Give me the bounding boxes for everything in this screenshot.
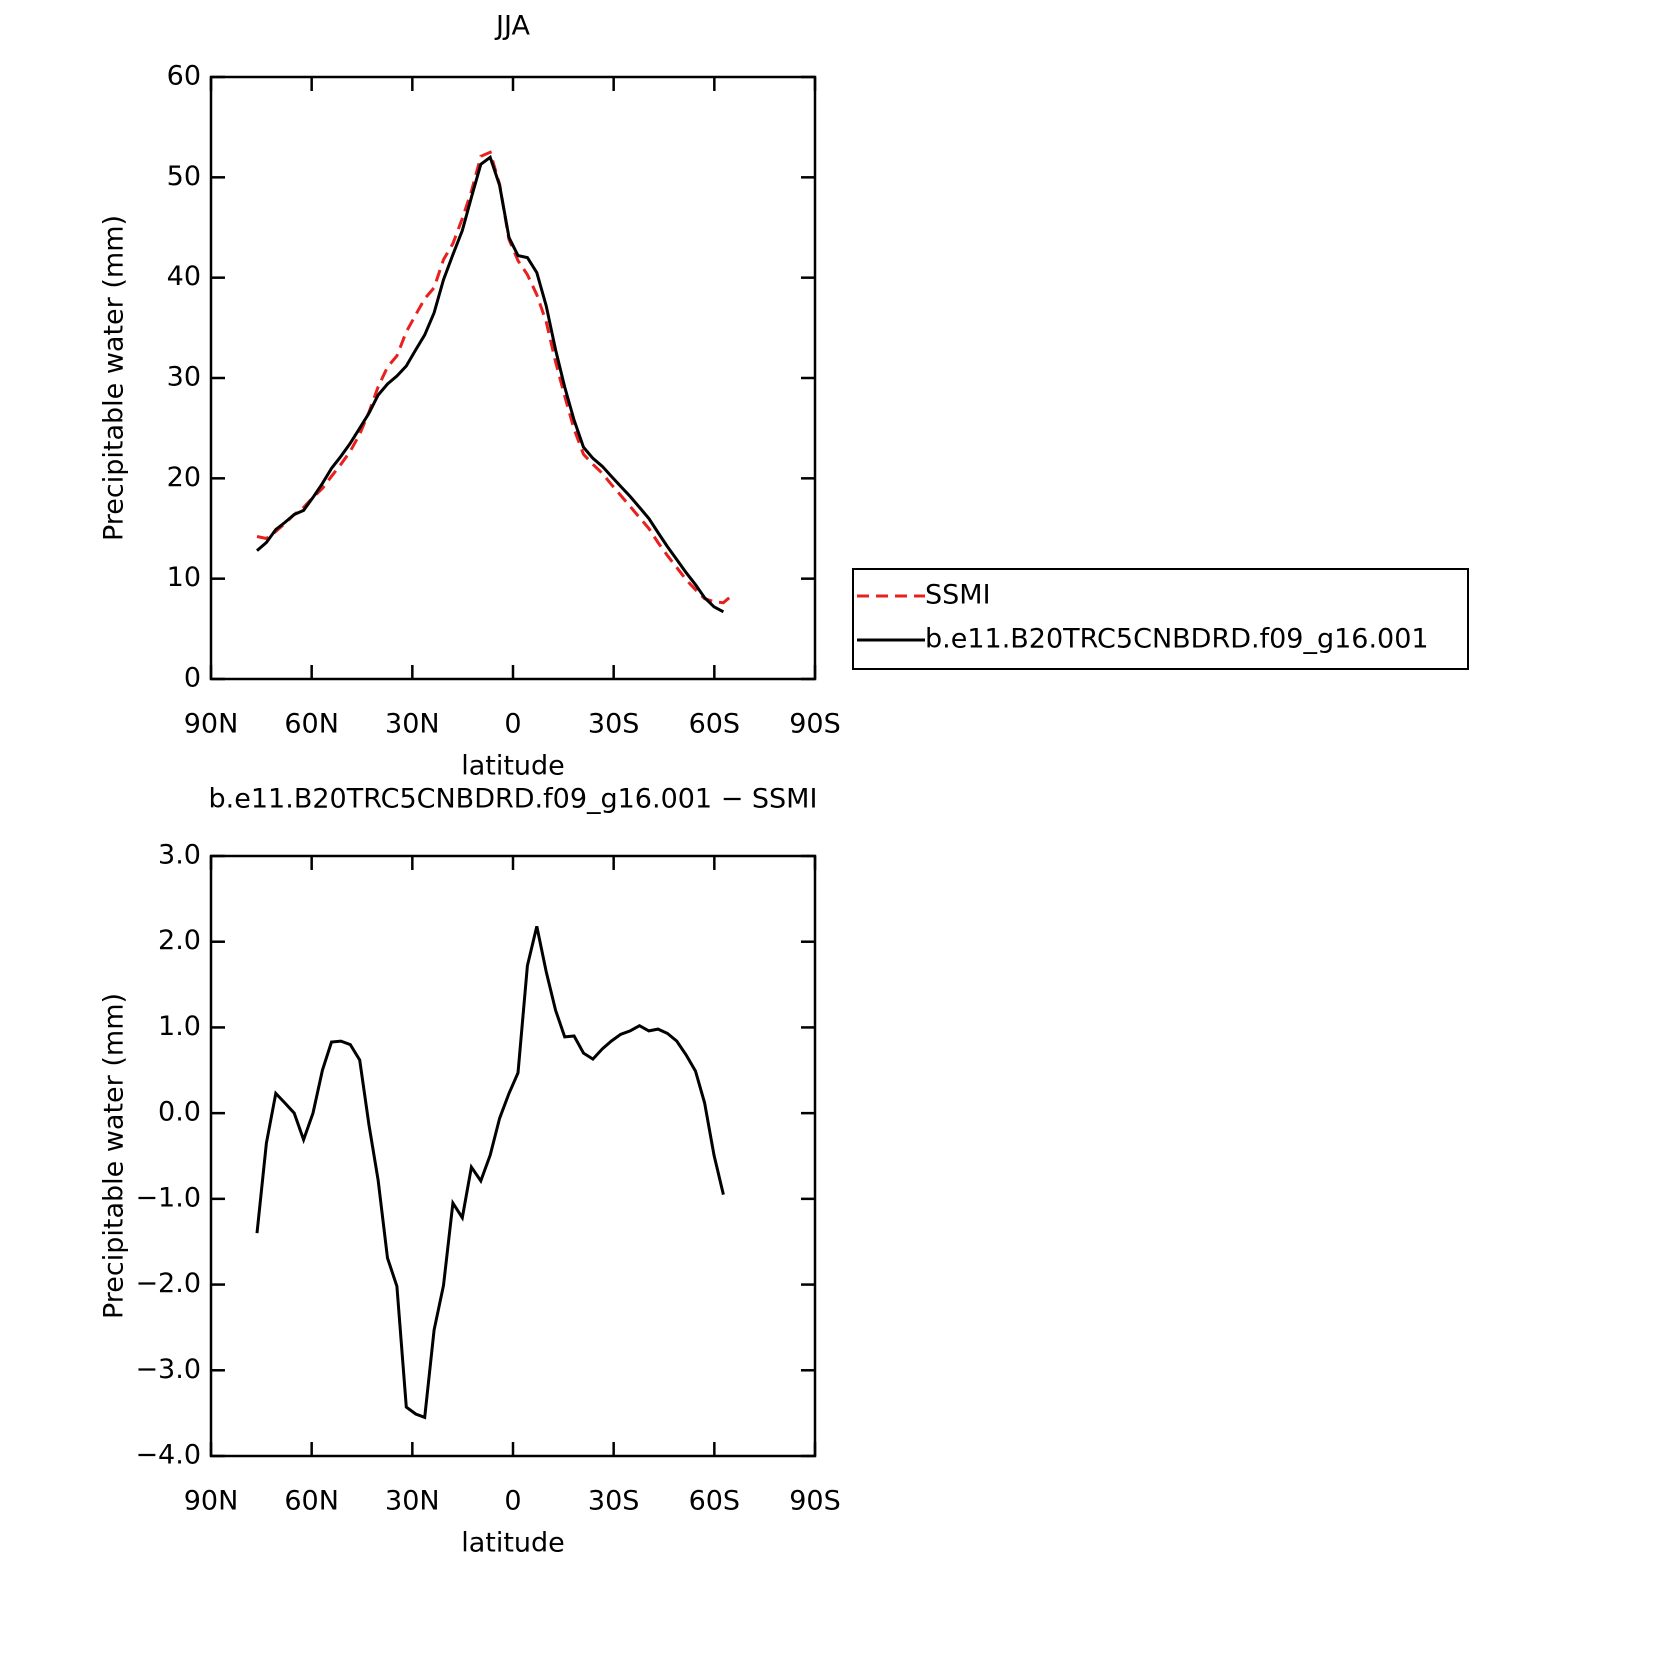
- x-tick-label: 0: [504, 1486, 521, 1517]
- data-line: [255, 925, 725, 1420]
- y-tick-label: 1.0: [158, 1011, 201, 1042]
- x-tick-label: 60S: [689, 1486, 741, 1517]
- chart-title: b.e11.B20TRC5CNBDRD.f09_g16.001 − SSMI: [209, 784, 818, 815]
- y-tick-label: 30: [167, 362, 201, 393]
- x-tick-label: 90N: [184, 1486, 239, 1517]
- legend-box: [852, 568, 1469, 670]
- y-tick-label: 60: [167, 61, 201, 92]
- y-axis-label: Precipitable water (mm): [99, 993, 130, 1319]
- x-tick-label: 60S: [689, 709, 741, 740]
- y-tick-label: −2.0: [135, 1268, 201, 1299]
- x-tick-label: 90N: [184, 709, 239, 740]
- x-tick-label: 30N: [385, 1486, 440, 1517]
- y-tick-label: −3.0: [135, 1354, 201, 1385]
- y-tick-label: −4.0: [135, 1440, 201, 1471]
- y-tick-label: 3.0: [158, 840, 201, 871]
- x-tick-label: 90S: [789, 709, 841, 740]
- legend-label: SSMI: [925, 580, 991, 611]
- y-tick-label: 50: [167, 161, 201, 192]
- x-tick-label: 60N: [284, 709, 339, 740]
- x-axis-label: latitude: [461, 1528, 565, 1559]
- y-tick-label: −1.0: [135, 1182, 201, 1213]
- x-tick-label: 60N: [284, 1486, 339, 1517]
- y-axis-label: Precipitable water (mm): [99, 215, 130, 541]
- plot-frame: [209, 854, 817, 1458]
- y-tick-label: 0: [184, 663, 201, 694]
- y-tick-label: 20: [167, 462, 201, 493]
- x-tick-label: 90S: [789, 1486, 841, 1517]
- chart-title: JJA: [494, 11, 530, 42]
- legend-label: b.e11.B20TRC5CNBDRD.f09_g16.001: [925, 624, 1429, 655]
- x-axis-label: latitude: [461, 751, 565, 782]
- y-tick-label: 0.0: [158, 1097, 201, 1128]
- x-tick-label: 30S: [588, 709, 640, 740]
- x-tick-label: 30S: [588, 1486, 640, 1517]
- x-tick-label: 0: [504, 709, 521, 740]
- y-tick-label: 10: [167, 562, 201, 593]
- y-tick-label: 2.0: [158, 925, 201, 956]
- plot-frame: [209, 75, 817, 681]
- x-tick-label: 30N: [385, 709, 440, 740]
- y-tick-label: 40: [167, 261, 201, 292]
- data-line: [256, 154, 725, 614]
